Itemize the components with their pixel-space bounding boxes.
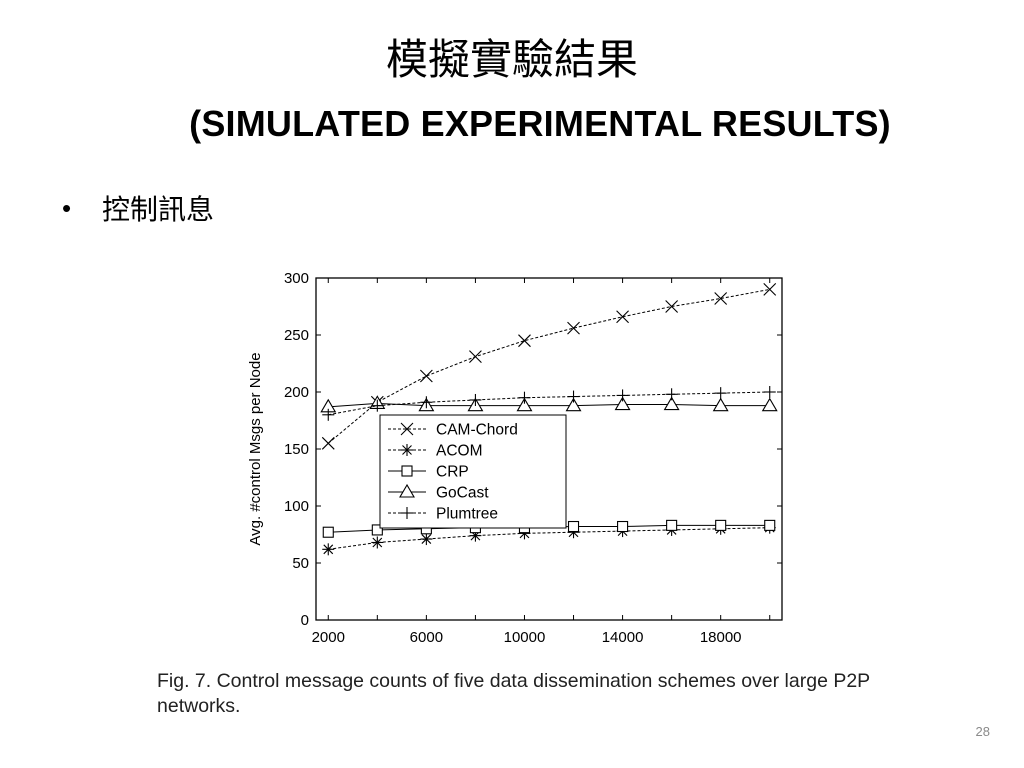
data-point-crp [322,526,334,538]
chart-axes: 0 50 100 150 200 250 300 2000 6000 10000 14000 1800… [247,270,783,646]
data-point-plumtree [665,388,678,401]
y-tick-label: 100 [284,498,309,515]
legend-label-cam-chord: CAM-Chord [436,422,518,439]
legend-marker-gocast [399,483,415,498]
bullet-item: • 控制訊息 [62,188,214,228]
slide-number: 28 [975,724,990,739]
y-tick-label: 300 [284,270,309,287]
series-line-acom [328,527,770,550]
chart-legend: CAM-Chord ACOM CRP GoCast Plumtree [379,414,567,529]
line-chart: 0 50 100 150 200 250 300 2000 6000 10000 14000 1800… [247,270,783,646]
data-point-cam-chord [665,300,679,313]
data-point-crp [715,519,727,531]
x-tick-label: 6000 [410,629,443,646]
data-point-gocast [761,397,778,412]
data-point-cam-chord [469,350,482,364]
data-point-plumtree [371,399,384,412]
data-point-plumtree [763,386,776,398]
data-point-acom [371,536,384,549]
y-axis-label: Avg. #control Msgs per Node [247,352,264,545]
data-point-plumtree [469,393,482,406]
series-line-cam-chord [327,288,770,444]
bullet-dot: • [62,192,72,223]
data-point-gocast [712,397,729,412]
data-point-crp [567,520,580,533]
x-tick-label: 10000 [504,629,546,646]
slide-title-chinese: 模擬實驗結果 [385,35,638,84]
data-point-gocast [565,397,582,412]
x-tick-label: 2000 [312,629,345,646]
slide-title-english: (SIMULATED EXPERIMENTAL RESULTS) [189,103,891,144]
data-point-acom [420,533,433,546]
figure-caption: Fig. 7. Control message counts of five d… [157,670,870,717]
y-tick-label: 150 [284,441,309,458]
y-tick-label: 0 [301,612,309,629]
data-point-plumtree [567,390,580,403]
legend-marker-cam-chord [400,422,414,436]
data-point-cam-chord [518,334,531,348]
data-point-gocast [516,397,533,412]
legend-label-crp: CRP [436,464,469,481]
data-point-acom [322,543,335,556]
legend-marker-crp [401,465,413,477]
data-point-plumtree [420,396,433,409]
y-tick-label: 250 [284,327,309,344]
data-point-cam-chord [763,283,777,296]
legend-label-gocast: GoCast [436,485,489,502]
data-point-cam-chord [567,321,580,335]
y-tick-label: 50 [292,555,309,572]
x-tick-label: 18000 [700,629,742,646]
data-point-crp [371,524,383,536]
y-tick-label: 200 [284,384,309,401]
data-point-gocast [614,396,631,411]
data-point-crp [617,520,629,533]
data-point-cam-chord [714,292,728,305]
series-line-plumtree [328,391,770,416]
legend-marker-plumtree [401,507,413,519]
data-point-plumtree [714,387,727,400]
data-point-crp [666,519,678,531]
x-tick-label: 14000 [602,629,644,646]
data-point-gocast [663,396,680,411]
data-point-plumtree [322,408,335,421]
data-point-cam-chord [419,369,433,383]
data-point-cam-chord [616,310,629,324]
bullet-text: 控制訊息 [102,193,215,226]
data-point-plumtree [518,391,531,404]
data-point-cam-chord [321,436,335,450]
legend-label-acom: ACOM [436,443,483,460]
data-point-crp [764,519,776,531]
data-point-plumtree [616,389,629,402]
legend-label-plumtree: Plumtree [436,506,498,523]
series-line-gocast [328,402,770,408]
legend-marker-acom [401,444,413,456]
